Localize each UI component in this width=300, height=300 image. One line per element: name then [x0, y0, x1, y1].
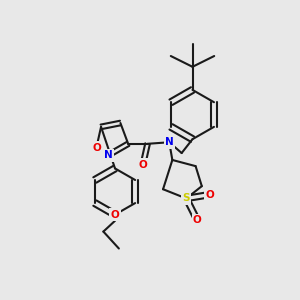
- Text: O: O: [193, 215, 202, 225]
- Text: N: N: [165, 137, 174, 147]
- Text: N: N: [104, 150, 112, 160]
- Text: O: O: [205, 190, 214, 200]
- Text: O: O: [139, 160, 147, 170]
- Text: O: O: [111, 210, 119, 220]
- Text: O: O: [92, 143, 101, 153]
- Text: S: S: [182, 194, 190, 203]
